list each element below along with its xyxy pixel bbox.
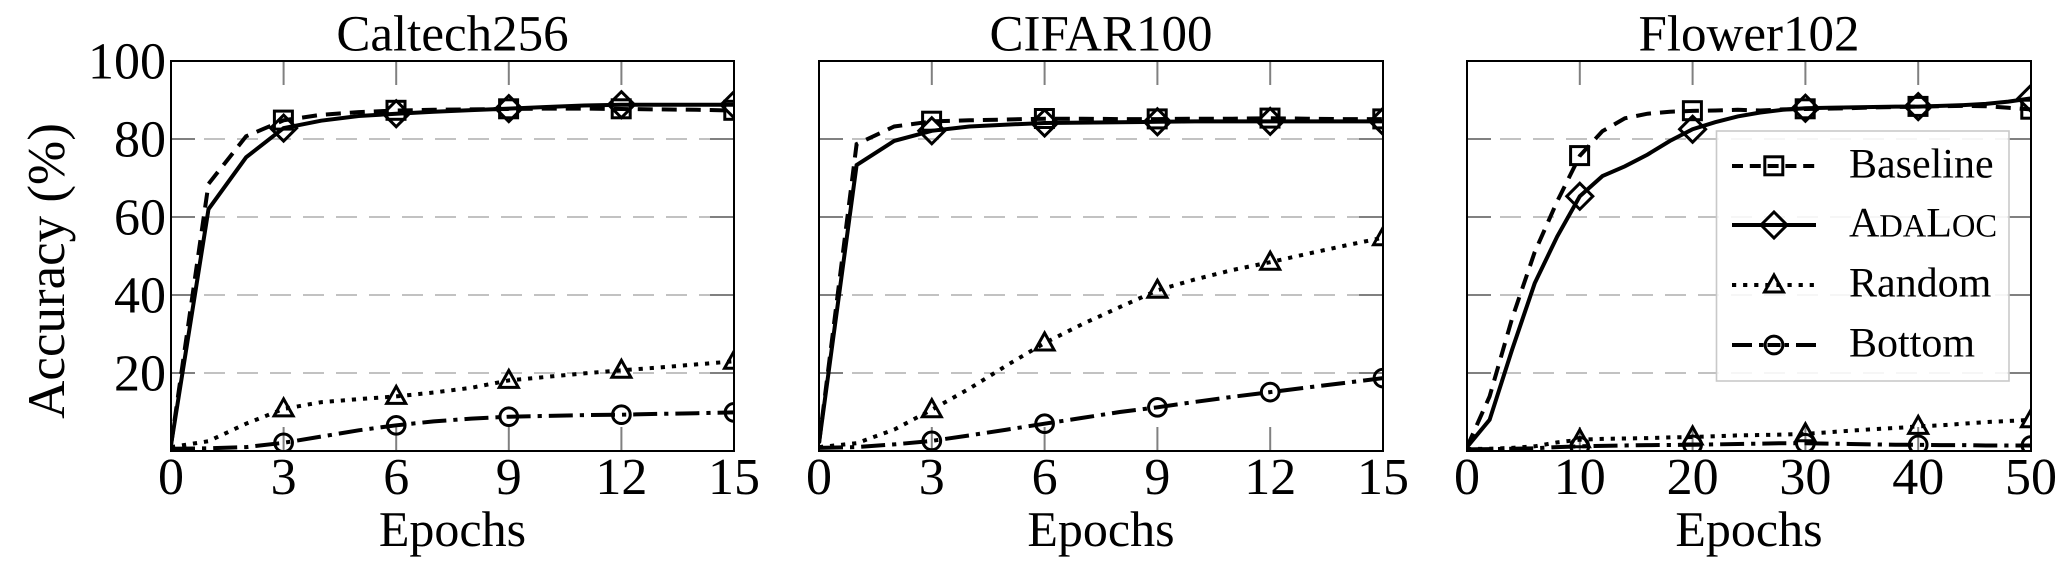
svg-text:Epochs: Epochs (1675, 501, 1822, 557)
svg-text:30: 30 (1779, 449, 1831, 506)
svg-text:60: 60 (114, 189, 166, 246)
svg-text:3: 3 (271, 449, 297, 506)
svg-text:Flower102: Flower102 (1639, 6, 1860, 62)
svg-text:9: 9 (1144, 449, 1170, 506)
svg-text:100: 100 (88, 33, 166, 90)
svg-text:Epochs: Epochs (379, 501, 526, 557)
svg-text:20: 20 (1667, 449, 1719, 506)
svg-text:6: 6 (1032, 449, 1058, 506)
svg-text:6: 6 (383, 449, 409, 506)
svg-text:0: 0 (806, 449, 832, 506)
svg-text:Epochs: Epochs (1027, 501, 1174, 557)
svg-text:12: 12 (1244, 449, 1296, 506)
svg-text:CIFAR100: CIFAR100 (990, 6, 1213, 62)
svg-text:12: 12 (595, 449, 647, 506)
svg-text:15: 15 (1357, 449, 1409, 506)
svg-text:0: 0 (158, 449, 184, 506)
svg-text:Caltech256: Caltech256 (336, 6, 568, 62)
svg-text:0: 0 (1454, 449, 1480, 506)
svg-text:10: 10 (1554, 449, 1606, 506)
svg-text:80: 80 (114, 111, 166, 168)
svg-text:20: 20 (114, 345, 166, 402)
svg-text:40: 40 (114, 267, 166, 324)
svg-text:40: 40 (1892, 449, 1944, 506)
svg-text:9: 9 (496, 449, 522, 506)
svg-text:Accuracy (%): Accuracy (%) (18, 123, 76, 419)
svg-text:50: 50 (2005, 449, 2057, 506)
svg-text:3: 3 (919, 449, 945, 506)
svg-text:15: 15 (708, 449, 760, 506)
